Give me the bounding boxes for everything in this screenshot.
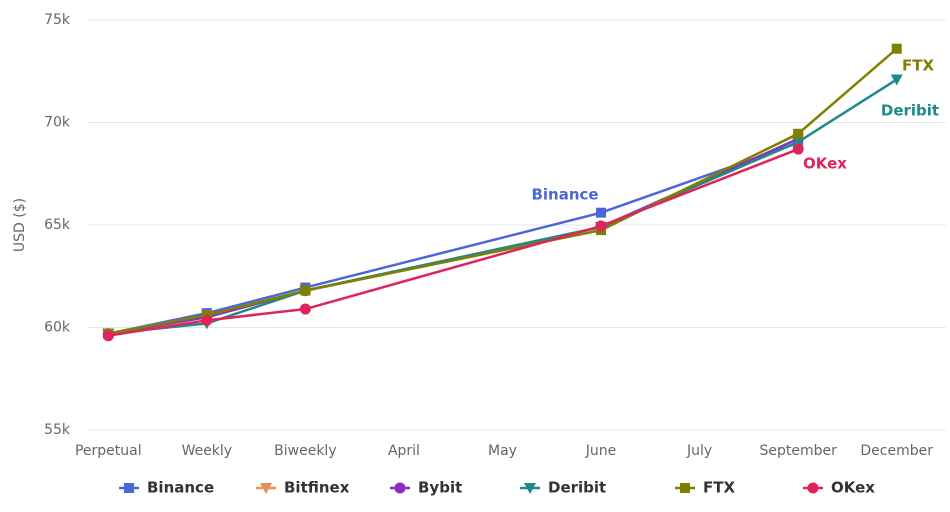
data-point <box>201 314 213 326</box>
x-tick-label: June <box>585 443 617 459</box>
data-point <box>792 143 804 155</box>
series-line <box>108 147 799 337</box>
x-tick-label: July <box>686 443 712 459</box>
y-tick-label: 70k <box>44 115 71 131</box>
x-tick-label: September <box>759 443 837 459</box>
legend-label: Bybit <box>418 479 462 497</box>
legend-label: Deribit <box>548 479 606 497</box>
y-tick-label: 60k <box>44 320 71 336</box>
x-tick-label: Perpetual <box>75 443 142 459</box>
series-line <box>108 141 799 335</box>
x-tick-label: Weekly <box>182 443 233 459</box>
series-annotation: OKex <box>803 155 847 173</box>
legend-marker <box>124 483 134 493</box>
x-tick-label: April <box>388 443 420 459</box>
data-point <box>891 43 902 54</box>
y-tick-label: 65k <box>44 217 71 233</box>
legend-label: OKex <box>831 479 875 497</box>
y-axis-title: USD ($) <box>12 198 28 252</box>
data-point <box>890 74 903 86</box>
series-annotation: FTX <box>902 57 934 75</box>
legend-label: FTX <box>703 479 735 497</box>
series-line <box>108 137 799 335</box>
y-tick-label: 75k <box>44 12 71 28</box>
series-annotation: Deribit <box>881 102 939 120</box>
data-point <box>793 128 804 139</box>
legend-marker <box>807 482 819 494</box>
data-point <box>595 220 607 232</box>
series-line <box>108 47 898 335</box>
data-point <box>102 330 114 342</box>
x-tick-label: Biweekly <box>274 443 336 459</box>
data-point <box>299 303 311 315</box>
legend-marker <box>394 482 406 494</box>
data-point <box>596 207 607 218</box>
series-annotation: Binance <box>531 186 598 204</box>
series-line <box>108 137 799 335</box>
legend-marker <box>260 483 272 494</box>
x-tick-label: December <box>860 443 933 459</box>
legend-label: Binance <box>147 479 214 497</box>
series-line <box>108 78 898 335</box>
data-point <box>792 136 805 148</box>
x-tick-label: May <box>488 443 517 459</box>
legend-marker <box>524 483 536 494</box>
legend-label: Bitfinex <box>284 479 350 497</box>
data-point <box>300 285 311 296</box>
y-tick-label: 55k <box>44 422 71 438</box>
legend-marker <box>680 483 690 493</box>
